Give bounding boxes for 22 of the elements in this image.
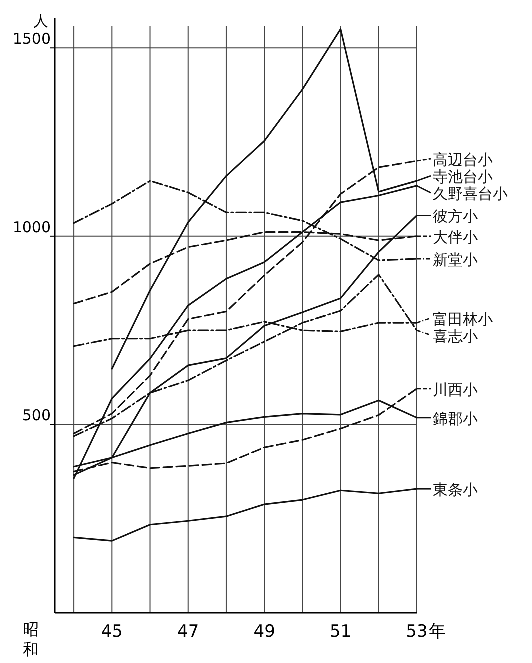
legend-label: 東条小	[433, 481, 478, 500]
x-tick-label: 53	[406, 622, 428, 642]
y-tick-label: 500	[22, 406, 51, 425]
x-tick-label: 49	[254, 622, 276, 642]
legend-label: 錦郡小	[433, 410, 478, 428]
legend-label: 川西小	[433, 380, 478, 399]
legend-label: 高辺台小	[433, 151, 493, 170]
legend-label: 寺池台小	[433, 168, 493, 186]
x-tick-label: 51	[330, 622, 352, 642]
y-tick-label: 1000	[12, 218, 51, 236]
legend-label: 新堂小	[433, 251, 478, 270]
text: 昭和	[23, 620, 39, 659]
y-tick-label: 1500	[12, 30, 51, 48]
x-tick-label: 45	[101, 622, 123, 642]
y-axis-title: 人	[34, 12, 48, 30]
legend-label: 彼方小	[433, 208, 478, 226]
legend-label: 久野喜台小	[433, 185, 508, 204]
legend-label: 喜志小	[433, 327, 478, 346]
x-tick-label: 47	[178, 622, 200, 642]
legend-label: 富田林小	[433, 310, 493, 328]
x-axis-title: 年	[429, 622, 446, 642]
legend-label: 大伴小	[433, 228, 478, 246]
